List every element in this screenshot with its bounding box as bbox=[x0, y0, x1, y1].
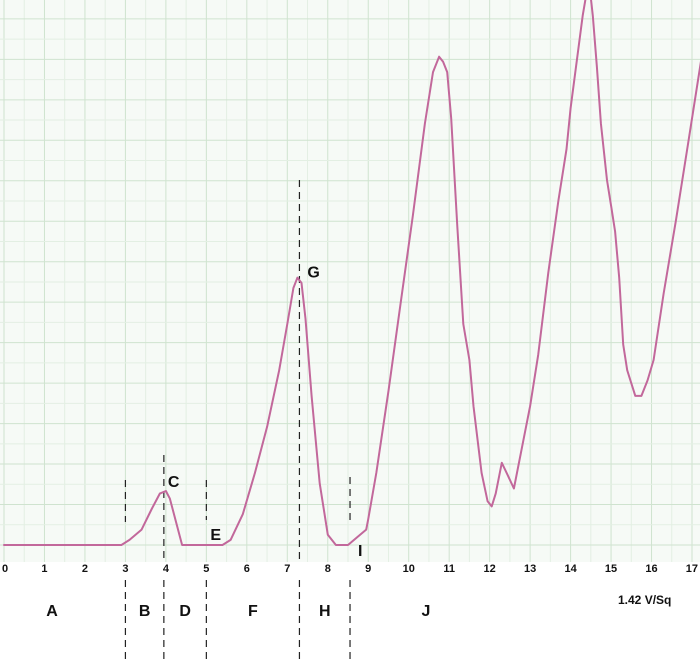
x-tick-label: 9 bbox=[365, 563, 371, 575]
x-tick-label: 16 bbox=[645, 563, 657, 575]
segment-label: H bbox=[319, 603, 331, 620]
x-tick-label: 12 bbox=[484, 563, 496, 575]
segment-label: A bbox=[46, 603, 58, 620]
x-tick-label: 17 bbox=[686, 563, 698, 575]
x-tick-label: 11 bbox=[443, 563, 455, 575]
x-tick-label: 8 bbox=[325, 563, 331, 575]
x-tick-label: 3 bbox=[122, 563, 128, 575]
scale-label: 1.42 V/Sq bbox=[618, 593, 671, 607]
plot-background bbox=[0, 0, 700, 562]
x-tick-label: 0 bbox=[2, 563, 8, 575]
segment-label: F bbox=[248, 603, 258, 620]
x-tick-label: 5 bbox=[203, 563, 209, 575]
point-label: C bbox=[168, 474, 180, 491]
x-tick-label: 7 bbox=[284, 563, 290, 575]
segment-label: B bbox=[139, 603, 151, 620]
x-tick-label: 4 bbox=[163, 563, 170, 575]
x-tick-label: 15 bbox=[605, 563, 617, 575]
point-label: E bbox=[210, 527, 221, 544]
x-tick-label: 10 bbox=[403, 563, 415, 575]
point-label: I bbox=[358, 543, 362, 560]
x-tick-label: 6 bbox=[244, 563, 250, 575]
x-tick-label: 14 bbox=[564, 563, 577, 575]
segment-dividers bbox=[124, 180, 351, 662]
x-tick-label: 2 bbox=[82, 563, 88, 575]
segment-label: J bbox=[422, 603, 431, 620]
point-label: G bbox=[307, 265, 319, 282]
x-tick-labels: 0 1 2 3 4 5 6 7 8 9 10 11 12 13 14 15 16 17 bbox=[2, 563, 698, 575]
x-tick-label: 13 bbox=[524, 563, 536, 575]
point-labels: C E G I bbox=[168, 265, 363, 560]
x-tick-label: 1 bbox=[41, 563, 47, 575]
signal-trace bbox=[3, 0, 700, 546]
segment-label: D bbox=[179, 603, 191, 620]
grid bbox=[0, 0, 700, 562]
